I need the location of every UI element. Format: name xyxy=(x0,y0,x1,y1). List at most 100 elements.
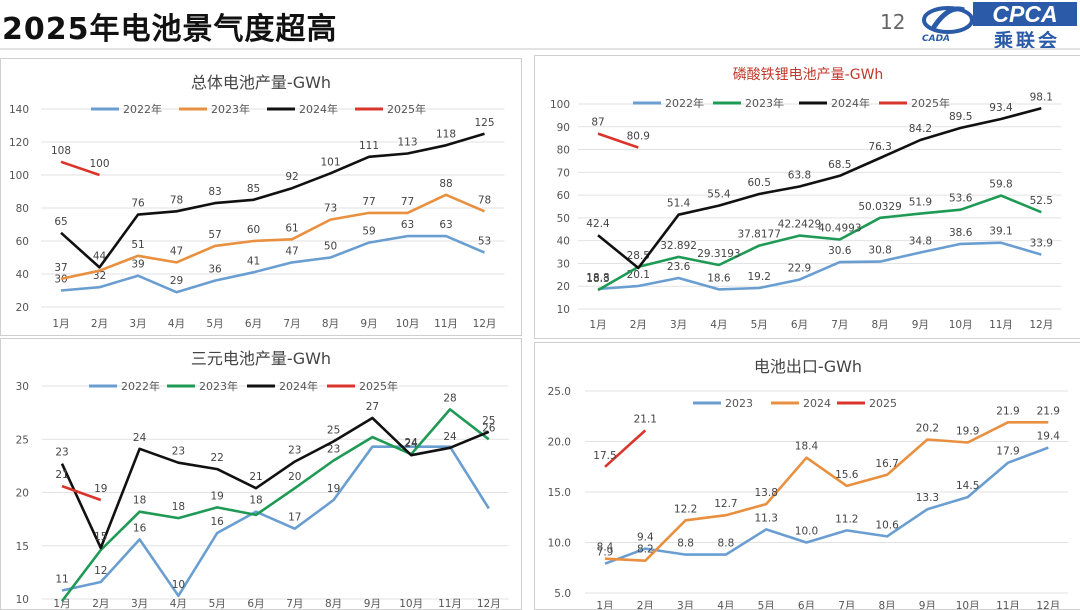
data-label: 78 xyxy=(478,194,491,206)
logo-brand: CPCA xyxy=(973,2,1077,26)
x-tick-label: 1月 xyxy=(52,318,69,330)
data-label: 76 xyxy=(131,198,145,210)
y-tick-label: 5.0 xyxy=(554,588,571,600)
x-tick-label: 9月 xyxy=(912,319,929,331)
data-label: 16.7 xyxy=(875,458,898,470)
x-tick-label: 6月 xyxy=(247,598,264,609)
data-label: 7.9 xyxy=(597,547,614,559)
data-label: 50.0329 xyxy=(858,201,901,213)
data-label: 37.8177 xyxy=(737,229,780,241)
series-line xyxy=(60,416,490,550)
data-label: 89.5 xyxy=(949,111,972,123)
data-label: 101 xyxy=(320,156,340,168)
data-label: 59 xyxy=(362,226,375,238)
data-label: 12 xyxy=(94,565,107,577)
data-label: 52.5 xyxy=(1030,195,1053,207)
y-tick-label: 20 xyxy=(16,488,29,500)
data-label: 16 xyxy=(211,516,225,528)
y-tick-label: 50 xyxy=(557,213,570,225)
series-line xyxy=(597,194,1042,292)
data-label: 42.2429 xyxy=(778,219,821,231)
data-label: 21 xyxy=(249,471,262,483)
x-tick-label: 5月 xyxy=(206,318,223,330)
data-label: 29 xyxy=(170,275,183,287)
data-label: 84.2 xyxy=(909,123,932,135)
x-tick-label: 4月 xyxy=(710,319,727,331)
data-label: 30 xyxy=(54,274,67,286)
x-tick-label: 10月 xyxy=(956,600,980,609)
data-label: 12.7 xyxy=(714,498,737,510)
x-tick-label: 8月 xyxy=(872,319,889,331)
data-label: 17.5 xyxy=(593,450,616,462)
data-label: 21 xyxy=(55,469,68,481)
y-tick-label: 25 xyxy=(16,434,29,446)
series-line xyxy=(60,234,486,294)
data-label: 41 xyxy=(247,255,260,267)
data-label: 113 xyxy=(397,137,417,149)
x-tick-label: 3月 xyxy=(670,319,687,331)
ternary-production-chart: 三元电池产量-GWh 10 15 20 25 30 1月 2月 3月 4月 5月 6月 7月 8月 9月 1… xyxy=(0,338,522,610)
data-label: 73 xyxy=(324,203,337,215)
cpca-logo: CADA CPCA 乘联会 xyxy=(918,0,1080,52)
legend-label: 2025年 xyxy=(359,379,398,393)
data-label: 9.4 xyxy=(637,532,654,544)
data-label: 23 xyxy=(327,444,340,456)
y-tick-label: 120 xyxy=(9,137,29,149)
data-label: 22 xyxy=(211,452,224,464)
data-label: 19.4 xyxy=(1037,431,1061,443)
legend-label: 2023年 xyxy=(211,102,250,116)
data-label: 25 xyxy=(482,415,495,427)
data-label: 18.4 xyxy=(795,441,819,453)
data-label: 37 xyxy=(54,262,67,274)
chart-title: 三元电池产量-GWh xyxy=(190,349,332,368)
data-label: 63 xyxy=(439,219,452,231)
data-label: 51 xyxy=(131,239,144,251)
data-label: 34.8 xyxy=(909,236,932,248)
x-tick-label: 1月 xyxy=(596,600,613,609)
data-label: 8.8 xyxy=(677,538,694,550)
data-label: 63.8 xyxy=(788,169,811,181)
data-label: 18 xyxy=(172,501,185,513)
data-label: 78 xyxy=(170,194,183,206)
legend-label: 2024年 xyxy=(831,96,870,110)
series-line xyxy=(60,132,485,269)
data-label: 51.9 xyxy=(909,197,932,209)
data-label: 13.3 xyxy=(916,492,939,504)
x-tick-label: 3月 xyxy=(131,598,148,609)
data-label: 10.6 xyxy=(875,519,899,531)
chart-title: 电池出口-GWh xyxy=(753,357,863,376)
data-label: 14.5 xyxy=(956,480,979,492)
x-tick-label: 7月 xyxy=(831,319,848,331)
data-label: 8.2 xyxy=(637,544,654,556)
legend-label: 2024 xyxy=(803,397,831,410)
data-label: 32 xyxy=(93,270,106,282)
x-tick-label: 12月 xyxy=(1036,600,1060,609)
y-tick-label: 70 xyxy=(557,167,570,179)
data-label: 61 xyxy=(285,222,298,234)
x-tick-label: 11月 xyxy=(996,600,1020,609)
data-label: 18 xyxy=(133,495,146,507)
data-label: 27 xyxy=(366,401,379,413)
data-label: 21.9 xyxy=(996,405,1019,417)
data-label: 18.3 xyxy=(586,273,609,285)
data-label: 29.3193 xyxy=(697,248,740,260)
data-label: 23.6 xyxy=(667,261,691,273)
legend-label: 2024年 xyxy=(279,379,318,393)
data-label: 108 xyxy=(51,145,71,157)
series-line xyxy=(604,421,1049,562)
series-line xyxy=(597,107,1042,270)
series-line xyxy=(597,241,1042,291)
x-tick-label: 12月 xyxy=(1029,319,1053,331)
data-label: 17 xyxy=(288,512,301,524)
legend-label: 2022年 xyxy=(123,102,162,116)
x-tick-label: 12月 xyxy=(473,318,497,330)
series-line xyxy=(61,445,490,598)
data-label: 20 xyxy=(288,471,301,483)
legend-label: 2025年 xyxy=(387,102,426,116)
legend-label: 2023年 xyxy=(745,96,784,110)
series-line xyxy=(597,132,639,149)
data-label: 22.9 xyxy=(788,263,811,275)
x-tick-label: 9月 xyxy=(364,598,381,609)
lfp-production-chart: 磷酸铁锂电池产量-GWh 10 20 30 40 50 60 70 80 90 100 1月 2月 3月… xyxy=(534,55,1080,339)
